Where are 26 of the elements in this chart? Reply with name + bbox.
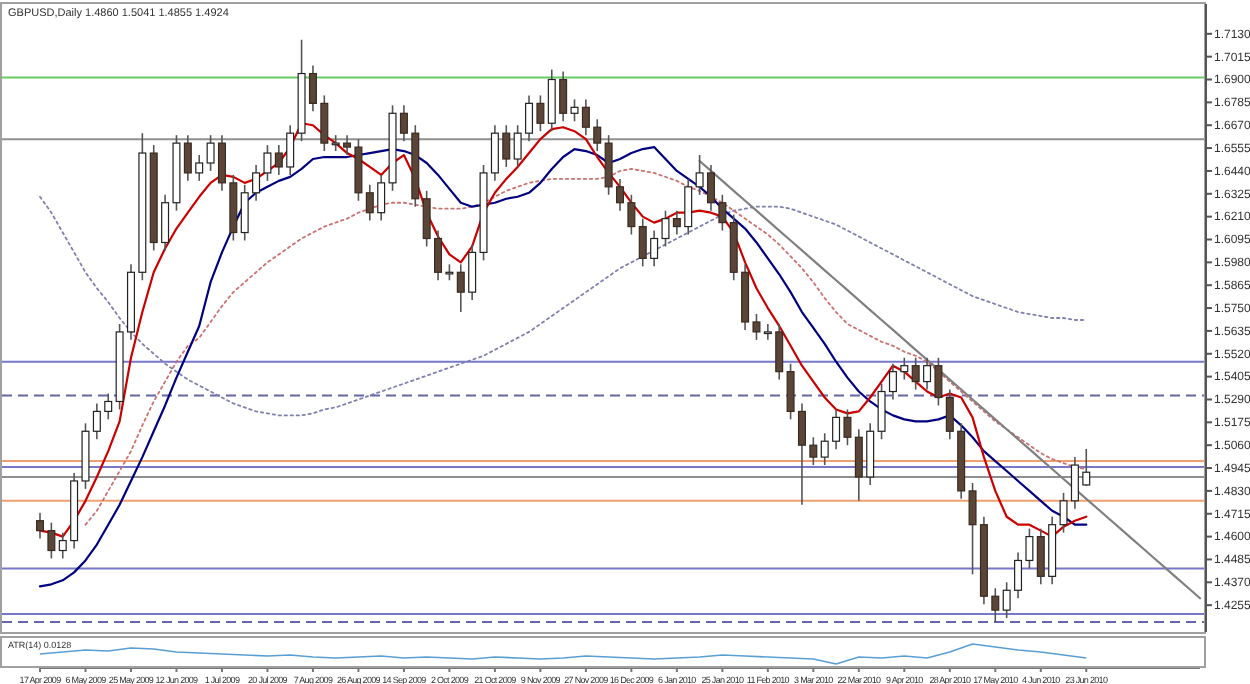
- candlestick: [502, 124, 511, 168]
- candlestick: [286, 124, 295, 176]
- candlestick: [923, 356, 932, 391]
- candlestick: [570, 98, 579, 123]
- candlestick: [206, 134, 215, 172]
- candlestick: [195, 154, 204, 182]
- candlestick: [638, 217, 647, 268]
- candlestick: [775, 323, 784, 381]
- candlestick: [866, 422, 875, 486]
- candlestick: [763, 323, 772, 341]
- candlestick: [183, 134, 192, 182]
- candlestick: [274, 144, 283, 176]
- line-series: [38, 145, 1088, 588]
- candlestick: [695, 154, 704, 196]
- candlestick: [365, 184, 374, 222]
- line-series: [698, 159, 1202, 600]
- candlestick: [934, 356, 943, 407]
- candlestick: [911, 356, 920, 391]
- candlestick: [559, 70, 568, 123]
- candlestick: [536, 94, 545, 132]
- line-series: [39, 195, 1088, 417]
- candlestick: [456, 263, 465, 313]
- candlestick: [684, 178, 693, 236]
- candlestick: [547, 68, 556, 132]
- candlestick: [1036, 527, 1045, 586]
- candlestick: [672, 209, 681, 236]
